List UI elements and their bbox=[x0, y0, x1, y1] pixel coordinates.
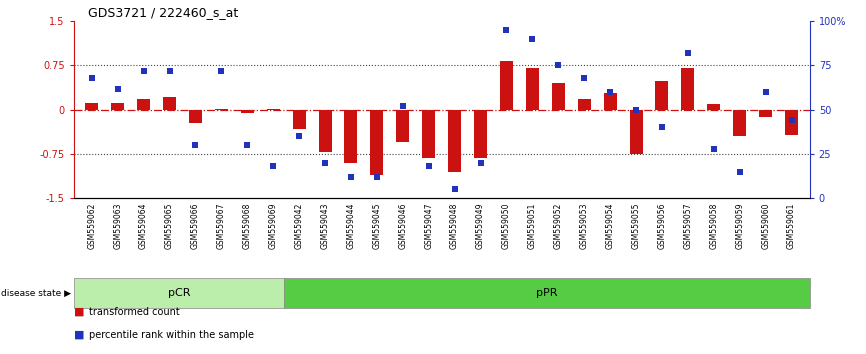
Point bbox=[215, 68, 229, 74]
Text: GSM559054: GSM559054 bbox=[605, 202, 615, 249]
Point bbox=[396, 103, 410, 109]
Text: GSM559055: GSM559055 bbox=[631, 202, 641, 249]
Bar bbox=[371, 110, 384, 175]
Bar bbox=[267, 109, 280, 110]
Bar bbox=[423, 110, 436, 158]
Bar bbox=[74, 278, 284, 308]
Point bbox=[500, 27, 514, 33]
Text: pPR: pPR bbox=[536, 288, 558, 298]
Point bbox=[604, 89, 617, 95]
Point bbox=[526, 36, 540, 42]
Text: GSM559056: GSM559056 bbox=[657, 202, 667, 249]
Point bbox=[422, 164, 436, 169]
Text: GSM559058: GSM559058 bbox=[709, 202, 718, 249]
Bar bbox=[785, 110, 798, 135]
Bar bbox=[526, 68, 539, 110]
Text: GSM559048: GSM559048 bbox=[450, 202, 459, 249]
Text: ■: ■ bbox=[74, 330, 87, 339]
Text: GSM559062: GSM559062 bbox=[87, 202, 96, 249]
Text: GSM559059: GSM559059 bbox=[735, 202, 744, 249]
Text: disease state ▶: disease state ▶ bbox=[1, 289, 71, 297]
Point bbox=[370, 174, 384, 180]
Bar bbox=[284, 278, 810, 308]
Text: GSM559052: GSM559052 bbox=[553, 202, 563, 249]
Bar bbox=[682, 68, 695, 110]
Bar bbox=[137, 99, 150, 110]
Point bbox=[474, 160, 488, 166]
Text: GSM559042: GSM559042 bbox=[294, 202, 304, 249]
Point bbox=[344, 174, 358, 180]
Text: GSM559047: GSM559047 bbox=[424, 202, 433, 249]
Bar bbox=[111, 103, 124, 110]
Bar bbox=[215, 109, 228, 110]
Bar bbox=[448, 110, 461, 172]
Text: GSM559060: GSM559060 bbox=[761, 202, 770, 249]
Point bbox=[733, 169, 746, 175]
Point bbox=[137, 68, 151, 74]
Point bbox=[163, 68, 177, 74]
Bar bbox=[708, 104, 721, 110]
Bar bbox=[474, 110, 487, 158]
Bar bbox=[293, 110, 306, 129]
Bar bbox=[85, 103, 98, 110]
Point bbox=[707, 146, 721, 152]
Text: GSM559063: GSM559063 bbox=[113, 202, 122, 249]
Text: GSM559057: GSM559057 bbox=[683, 202, 693, 249]
Text: GSM559046: GSM559046 bbox=[398, 202, 407, 249]
Point bbox=[759, 89, 772, 95]
Point bbox=[785, 118, 798, 123]
Text: pCR: pCR bbox=[167, 288, 190, 298]
Point bbox=[111, 86, 125, 91]
Point bbox=[578, 75, 591, 81]
Point bbox=[448, 187, 462, 192]
Bar bbox=[630, 110, 643, 154]
Bar bbox=[345, 110, 358, 163]
Bar bbox=[656, 81, 669, 110]
Point bbox=[241, 142, 255, 148]
Point bbox=[189, 142, 203, 148]
Bar bbox=[759, 110, 772, 117]
Text: GSM559045: GSM559045 bbox=[372, 202, 381, 249]
Text: GSM559065: GSM559065 bbox=[165, 202, 174, 249]
Point bbox=[318, 160, 332, 166]
Text: GSM559067: GSM559067 bbox=[216, 202, 226, 249]
Text: GSM559061: GSM559061 bbox=[787, 202, 796, 249]
Bar bbox=[189, 110, 202, 123]
Text: GSM559066: GSM559066 bbox=[191, 202, 200, 249]
Text: percentile rank within the sample: percentile rank within the sample bbox=[89, 330, 255, 339]
Text: GSM559069: GSM559069 bbox=[268, 202, 278, 249]
Bar bbox=[552, 83, 565, 110]
Text: GDS3721 / 222460_s_at: GDS3721 / 222460_s_at bbox=[88, 6, 238, 19]
Text: GSM559049: GSM559049 bbox=[476, 202, 485, 249]
Bar bbox=[500, 61, 513, 110]
Text: ■: ■ bbox=[74, 307, 87, 316]
Bar bbox=[734, 110, 746, 136]
Bar bbox=[319, 110, 332, 152]
Bar bbox=[163, 97, 176, 110]
Text: GSM559043: GSM559043 bbox=[320, 202, 330, 249]
Bar bbox=[604, 93, 617, 110]
Point bbox=[655, 125, 669, 130]
Point bbox=[629, 107, 643, 113]
Point bbox=[85, 75, 99, 81]
Point bbox=[681, 50, 695, 56]
Point bbox=[552, 63, 565, 68]
Text: GSM559064: GSM559064 bbox=[139, 202, 148, 249]
Point bbox=[266, 164, 280, 169]
Bar bbox=[578, 99, 591, 110]
Text: GSM559053: GSM559053 bbox=[579, 202, 589, 249]
Bar bbox=[241, 110, 254, 113]
Text: GSM559050: GSM559050 bbox=[502, 202, 511, 249]
Text: GSM559068: GSM559068 bbox=[242, 202, 252, 249]
Point bbox=[292, 133, 306, 139]
Text: GSM559051: GSM559051 bbox=[528, 202, 537, 249]
Text: GSM559044: GSM559044 bbox=[346, 202, 355, 249]
Text: transformed count: transformed count bbox=[89, 307, 180, 316]
Bar bbox=[397, 110, 410, 142]
